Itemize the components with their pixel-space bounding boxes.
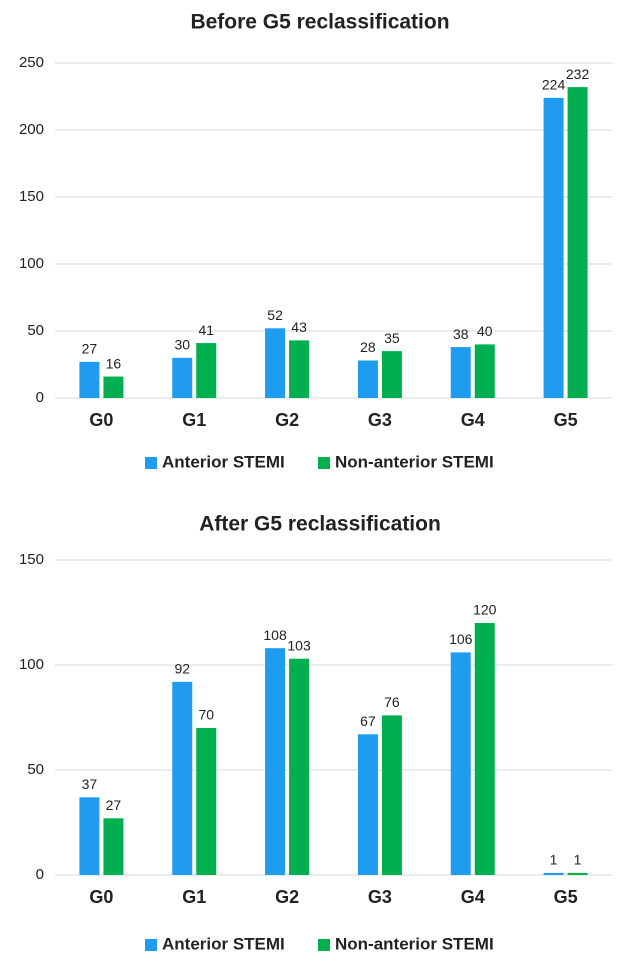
y-tick-label: 200 xyxy=(19,121,44,138)
value-label: 70 xyxy=(198,707,214,723)
value-label: 232 xyxy=(566,66,590,82)
x-tick-label: G0 xyxy=(89,887,113,907)
value-label: 16 xyxy=(106,355,122,371)
bar xyxy=(289,658,310,875)
bar xyxy=(450,652,471,875)
x-tick-label: G2 xyxy=(275,410,299,430)
value-label: 76 xyxy=(384,694,400,710)
y-tick-label: 50 xyxy=(27,761,44,778)
bar xyxy=(172,681,193,875)
value-label: 1 xyxy=(574,852,582,868)
legend-swatch xyxy=(145,939,157,951)
x-tick-label: G1 xyxy=(182,410,206,430)
bar xyxy=(196,728,217,875)
value-label: 27 xyxy=(82,341,98,357)
x-tick-label: G5 xyxy=(554,410,578,430)
bar xyxy=(450,347,471,398)
value-label: 103 xyxy=(287,637,311,653)
bar xyxy=(79,797,100,875)
x-tick-label: G4 xyxy=(461,410,485,430)
chart-title: Before G5 reclassification xyxy=(190,11,449,34)
value-label: 224 xyxy=(542,77,566,93)
y-tick-label: 250 xyxy=(19,54,44,71)
y-tick-label: 0 xyxy=(36,389,44,406)
y-tick-label: 50 xyxy=(27,322,44,339)
bar xyxy=(567,87,588,399)
bar xyxy=(543,872,564,875)
legend-swatch xyxy=(318,939,330,951)
value-label: 27 xyxy=(106,797,122,813)
x-tick-label: G3 xyxy=(368,887,392,907)
bar xyxy=(381,715,402,875)
y-tick-label: 0 xyxy=(36,866,44,883)
bar xyxy=(265,648,286,875)
legend-label: Non-anterior STEMI xyxy=(335,934,494,953)
value-label: 52 xyxy=(267,307,283,323)
value-label: 43 xyxy=(291,319,307,335)
y-tick-label: 150 xyxy=(19,551,44,568)
value-label: 30 xyxy=(174,337,190,353)
value-label: 67 xyxy=(360,713,376,729)
chart-title: After G5 reclassification xyxy=(199,513,441,536)
x-tick-label: G1 xyxy=(182,887,206,907)
legend-swatch xyxy=(145,457,157,469)
bar xyxy=(289,340,310,398)
bar xyxy=(265,328,286,398)
x-tick-label: G5 xyxy=(554,887,578,907)
legend-swatch xyxy=(318,457,330,469)
x-tick-label: G4 xyxy=(461,887,485,907)
value-label: 1 xyxy=(550,852,558,868)
bar xyxy=(172,357,193,398)
bar xyxy=(474,344,495,398)
x-tick-label: G3 xyxy=(368,410,392,430)
y-tick-label: 100 xyxy=(19,656,44,673)
bar xyxy=(381,351,402,398)
legend-label: Anterior STEMI xyxy=(162,452,285,471)
bar xyxy=(474,623,495,875)
value-label: 28 xyxy=(360,339,376,355)
value-label: 41 xyxy=(198,322,214,338)
value-label: 35 xyxy=(384,330,400,346)
bar xyxy=(196,343,217,398)
y-tick-label: 150 xyxy=(19,188,44,205)
x-tick-label: G0 xyxy=(89,410,113,430)
y-tick-label: 100 xyxy=(19,255,44,272)
bar xyxy=(357,360,378,398)
legend-label: Anterior STEMI xyxy=(162,934,285,953)
x-tick-label: G2 xyxy=(275,887,299,907)
value-label: 92 xyxy=(174,661,190,677)
bar xyxy=(103,818,124,875)
value-label: 38 xyxy=(453,326,469,342)
bar xyxy=(567,872,588,875)
bar xyxy=(543,97,564,398)
bar xyxy=(357,734,378,875)
value-label: 106 xyxy=(449,631,473,647)
legend-label: Non-anterior STEMI xyxy=(335,452,494,471)
value-label: 37 xyxy=(82,776,98,792)
value-label: 120 xyxy=(473,602,497,618)
bar xyxy=(79,361,100,398)
value-label: 108 xyxy=(263,627,287,643)
value-label: 40 xyxy=(477,323,493,339)
bar xyxy=(103,376,124,398)
